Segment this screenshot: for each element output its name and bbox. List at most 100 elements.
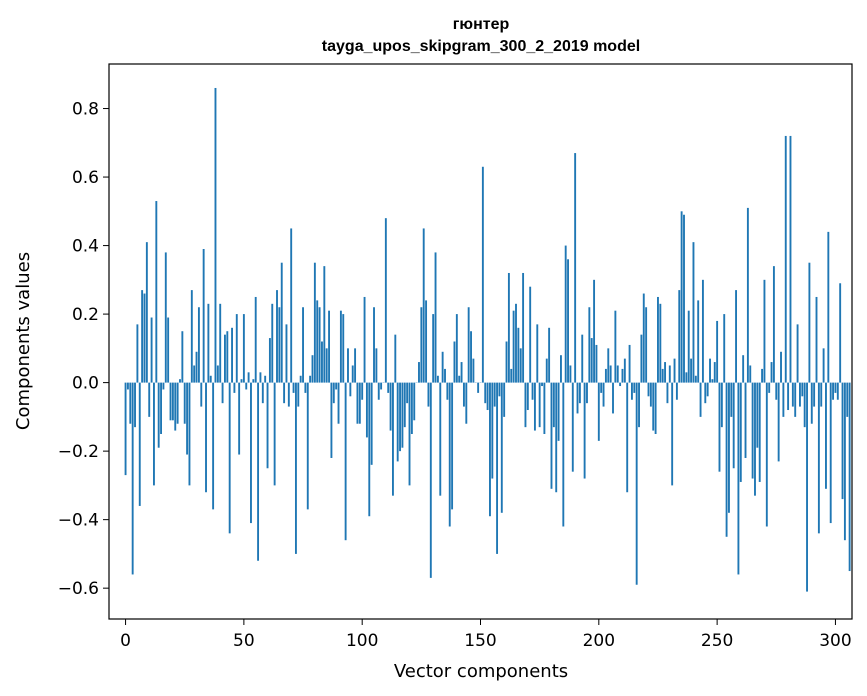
x-tick-label: 100 (346, 631, 378, 651)
bar (683, 214, 685, 383)
bar (216, 365, 219, 383)
bar (268, 338, 271, 383)
bar (756, 382, 759, 448)
bar (678, 290, 681, 383)
bar (616, 365, 619, 383)
bar (836, 382, 839, 400)
bar (725, 382, 728, 537)
bar (484, 382, 487, 404)
x-axis-label: Vector components (394, 661, 568, 682)
y-tick-label: 0.8 (72, 100, 99, 120)
bar (491, 382, 494, 479)
bar (365, 382, 368, 438)
bar (578, 382, 581, 404)
bar (143, 293, 146, 383)
bar (728, 382, 730, 513)
bar (593, 279, 596, 383)
bar (621, 368, 624, 383)
bar (806, 382, 808, 592)
bar (273, 382, 276, 486)
bar (292, 382, 295, 393)
bar (394, 334, 397, 383)
bar (659, 303, 662, 383)
bar (765, 382, 768, 527)
bar (564, 245, 567, 383)
bar (657, 296, 659, 383)
bar (630, 382, 633, 400)
bar (607, 348, 610, 383)
bar (477, 382, 480, 393)
bar (720, 382, 723, 428)
bar (628, 344, 631, 383)
bar (460, 362, 463, 383)
bar (467, 307, 470, 383)
bar (157, 382, 160, 448)
bar (597, 382, 600, 441)
plot-frame (108, 63, 853, 620)
bar (829, 382, 832, 524)
bar (264, 375, 267, 383)
bar (619, 382, 622, 387)
bar (557, 382, 560, 441)
bar (283, 382, 286, 404)
bar (555, 382, 558, 493)
bar (472, 358, 475, 383)
bar (493, 382, 496, 407)
bar (202, 249, 205, 383)
bar (820, 382, 823, 407)
bar (302, 307, 304, 383)
bar (562, 382, 565, 527)
bar (496, 382, 499, 554)
bar (224, 334, 226, 383)
bar (512, 310, 515, 383)
bar (505, 341, 508, 383)
bar (808, 262, 811, 383)
bar (730, 382, 733, 417)
bar (221, 382, 224, 404)
bar (413, 382, 416, 421)
bar (434, 252, 437, 383)
bar (214, 87, 217, 383)
bar (150, 317, 153, 383)
bar (126, 382, 129, 390)
bar (373, 307, 375, 383)
bar (323, 266, 326, 383)
bar (784, 135, 787, 383)
bar (552, 382, 555, 428)
bar (690, 358, 693, 383)
bar (446, 382, 449, 400)
bar (846, 382, 849, 417)
bar (233, 382, 236, 393)
bar (533, 382, 536, 431)
bar (306, 382, 309, 510)
y-tick-label: 0.0 (72, 374, 99, 394)
bar (368, 382, 371, 517)
bar (538, 382, 541, 428)
bar (822, 348, 825, 383)
bar (259, 372, 262, 383)
bar (356, 382, 359, 424)
bar (176, 382, 179, 424)
bar (654, 382, 657, 434)
bar (304, 382, 307, 393)
bar (517, 327, 520, 383)
bar (153, 382, 155, 486)
bar (848, 382, 851, 572)
bar (335, 382, 338, 390)
bar (344, 382, 347, 541)
x-tick-label: 0 (120, 631, 131, 651)
bar (590, 338, 593, 383)
bar (148, 382, 151, 417)
bar (794, 382, 797, 417)
bar (209, 375, 212, 383)
bar (791, 382, 794, 407)
bar (231, 327, 233, 383)
bar (817, 382, 820, 534)
bar (462, 382, 465, 407)
bar (604, 368, 607, 383)
bar (581, 334, 584, 383)
bar (427, 382, 430, 407)
bar (332, 382, 335, 404)
bar (330, 382, 333, 458)
bar (694, 375, 697, 383)
